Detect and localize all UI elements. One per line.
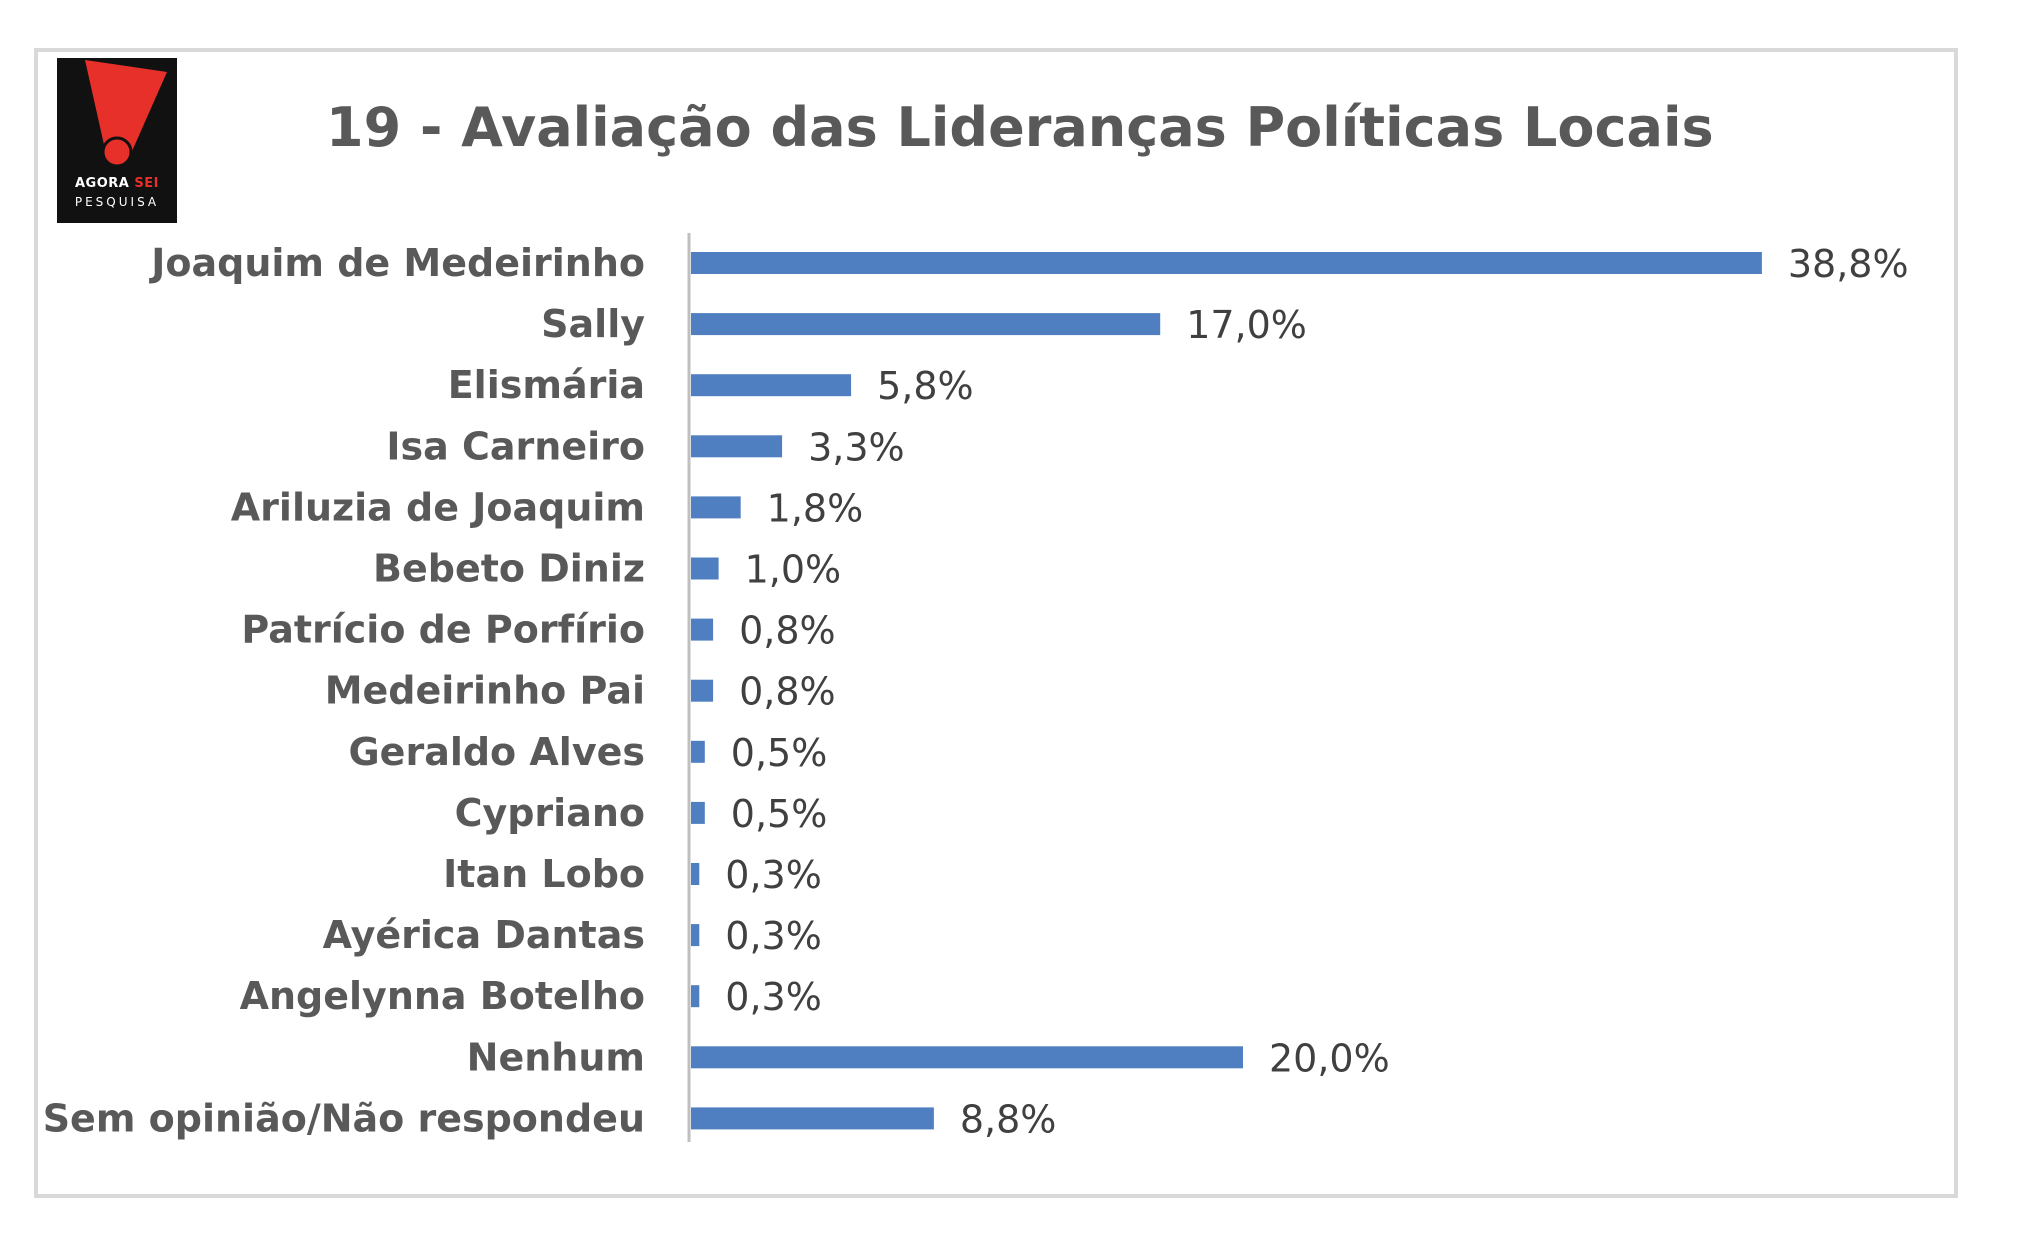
logo-text-agora-sei: AGORA SEI	[75, 176, 159, 191]
data-label: 0,8%	[739, 609, 836, 653]
data-label: 0,5%	[731, 792, 828, 836]
logo-text-pesquisa: PESQUISA	[74, 195, 160, 209]
bar	[691, 801, 705, 824]
bar	[691, 679, 714, 702]
category-label: Elismária	[448, 363, 645, 407]
bar	[691, 435, 783, 458]
category-label: Sally	[541, 302, 645, 346]
chart-title: 19 - Avaliação das Lideranças Políticas …	[326, 96, 1714, 159]
bar	[691, 496, 741, 519]
category-label: Isa Carneiro	[386, 424, 645, 468]
bar	[691, 252, 1762, 274]
category-label: Sem opinião/Não respondeu	[43, 1096, 645, 1140]
bar	[691, 985, 700, 1008]
data-label: 0,3%	[725, 914, 822, 958]
bar	[691, 740, 705, 763]
agora-sei-logo: AGORA SEI PESQUISA	[57, 58, 177, 223]
bar	[691, 313, 1161, 336]
bar	[691, 1107, 934, 1130]
bar	[691, 924, 700, 947]
category-label: Angelynna Botelho	[240, 974, 645, 1018]
data-label: 1,8%	[767, 486, 864, 530]
data-label: 5,8%	[877, 364, 974, 408]
category-label: Patrício de Porfírio	[241, 608, 645, 652]
category-label: Itan Lobo	[443, 852, 645, 896]
data-label: 17,0%	[1186, 303, 1307, 347]
bar	[691, 618, 714, 641]
data-label: 0,8%	[739, 670, 836, 714]
data-label: 1,0%	[745, 548, 842, 592]
chart-frame	[34, 48, 1958, 1198]
category-label: Ayérica Dantas	[323, 913, 645, 957]
category-label: Nenhum	[467, 1035, 645, 1079]
bar	[691, 374, 852, 397]
category-label: Geraldo Alves	[348, 730, 645, 774]
data-label: 0,3%	[725, 853, 822, 897]
category-label: Ariluzia de Joaquim	[231, 485, 645, 529]
category-label: Bebeto Diniz	[373, 547, 645, 591]
category-label: Medeirinho Pai	[325, 669, 645, 713]
data-label: 0,5%	[731, 731, 828, 775]
bar	[691, 557, 719, 580]
data-label: 38,8%	[1788, 242, 1909, 286]
category-label: Joaquim de Medeirinho	[148, 241, 645, 285]
exclamation-mark-icon	[85, 60, 167, 168]
data-label: 20,0%	[1269, 1036, 1390, 1080]
data-label: 8,8%	[960, 1097, 1057, 1141]
category-label: Cypriano	[455, 791, 645, 835]
data-label: 3,3%	[808, 425, 905, 469]
bar	[691, 863, 700, 885]
bar	[691, 1046, 1243, 1069]
data-label: 0,3%	[725, 975, 822, 1019]
